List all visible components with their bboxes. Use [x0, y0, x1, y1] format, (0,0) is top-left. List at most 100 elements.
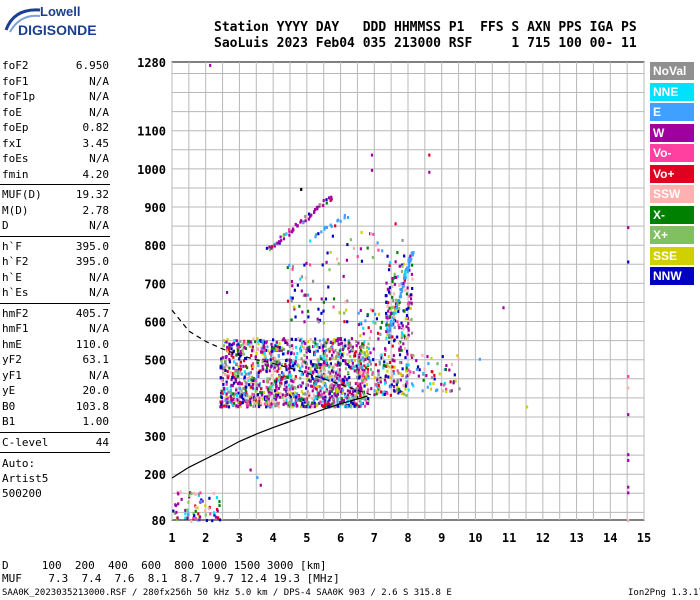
echo-point: [172, 509, 175, 513]
echo-point: [313, 341, 317, 345]
echo-point: [365, 383, 369, 387]
divider: [0, 235, 110, 237]
echo-point: [357, 311, 360, 315]
param-name: MUF(D): [2, 188, 42, 201]
echo-point: [230, 396, 233, 400]
echo-point: [370, 387, 373, 391]
echo-point: [396, 380, 399, 384]
echo-point: [397, 302, 400, 306]
echo-point: [285, 389, 288, 393]
echo-point: [225, 380, 228, 384]
param-value: 110.0: [75, 337, 109, 351]
echo-point: [305, 365, 308, 369]
echo-point: [346, 371, 350, 375]
echo-point: [336, 257, 339, 261]
echo-point: [267, 349, 270, 353]
echo-point: [265, 348, 268, 352]
echo-point: [225, 291, 229, 294]
echo-point: [399, 340, 402, 344]
echo-point: [359, 309, 362, 313]
echo-point: [395, 383, 398, 387]
echo-point: [256, 374, 259, 378]
echo-point: [388, 335, 391, 339]
echo-point: [334, 349, 337, 353]
echo-point: [627, 226, 630, 230]
echo-point: [261, 360, 264, 364]
echo-point: [335, 354, 338, 358]
echo-point: [339, 378, 342, 382]
echo-point: [246, 405, 249, 409]
echo-point: [333, 338, 336, 342]
echo-point: [376, 331, 380, 335]
echo-point: [346, 320, 349, 324]
param-value: 103.8: [75, 399, 109, 413]
echo-point: [276, 393, 280, 397]
echo-point: [627, 453, 630, 457]
echo-point: [347, 384, 351, 388]
echo-point: [303, 400, 307, 404]
echo-point: [360, 396, 363, 400]
echo-point: [234, 378, 237, 382]
echo-point: [226, 374, 229, 378]
echo-point: [269, 358, 272, 362]
echo-point: [289, 395, 292, 399]
echo-point: [213, 513, 216, 517]
echo-point: [293, 361, 296, 365]
echo-point: [408, 294, 411, 298]
y-tick-label: 600: [144, 316, 166, 330]
echo-point: [232, 394, 236, 398]
echo-point: [478, 357, 481, 361]
echo-point: [258, 402, 261, 406]
echo-point: [327, 400, 330, 404]
echo-point: [425, 374, 428, 378]
echo-point: [275, 379, 278, 383]
echo-point: [426, 385, 429, 389]
echo-point: [364, 355, 368, 359]
echo-point: [389, 311, 392, 315]
legend-item: NNW: [650, 267, 694, 285]
echo-point: [268, 245, 271, 249]
echo-point: [239, 351, 242, 355]
echo-point: [309, 214, 312, 218]
echo-point: [341, 381, 344, 385]
echo-point: [337, 337, 341, 341]
echo-point: [279, 391, 282, 395]
echo-point: [257, 339, 260, 343]
echo-point: [271, 338, 275, 342]
echo-point: [383, 390, 386, 394]
echo-point: [242, 397, 245, 401]
echo-point: [220, 396, 223, 400]
echo-point: [343, 320, 346, 324]
echo-point: [296, 363, 299, 367]
echo-point: [326, 338, 330, 342]
echo-point: [273, 379, 277, 383]
echo-point: [316, 366, 319, 370]
echo-point: [177, 492, 180, 496]
echo-point: [287, 403, 290, 407]
echo-point: [300, 187, 303, 191]
param-row: C-level 44: [2, 435, 109, 450]
echo-point: [300, 373, 303, 377]
echo-point: [294, 355, 298, 359]
echo-point: [433, 373, 436, 377]
echo-point: [251, 362, 255, 366]
echo-point: [408, 373, 411, 377]
param-name: B0: [2, 399, 16, 413]
echo-point: [240, 392, 243, 396]
echo-point: [360, 386, 363, 390]
echo-point: [385, 323, 388, 327]
echo-point: [265, 366, 269, 370]
echo-point: [365, 375, 368, 379]
echo-point: [394, 305, 397, 309]
param-value: N/A: [89, 270, 109, 284]
echo-point: [319, 369, 323, 373]
echo-point: [335, 394, 338, 398]
echo-point: [257, 371, 261, 375]
echo-point: [377, 312, 381, 316]
echo-point: [262, 346, 265, 350]
echo-point: [380, 320, 384, 324]
echo-point: [332, 350, 335, 354]
muf-distance-row: D 100 200 400 600 800 1000 1500 3000 [km…: [2, 559, 327, 572]
echo-point: [309, 405, 312, 409]
echo-point: [394, 275, 398, 279]
